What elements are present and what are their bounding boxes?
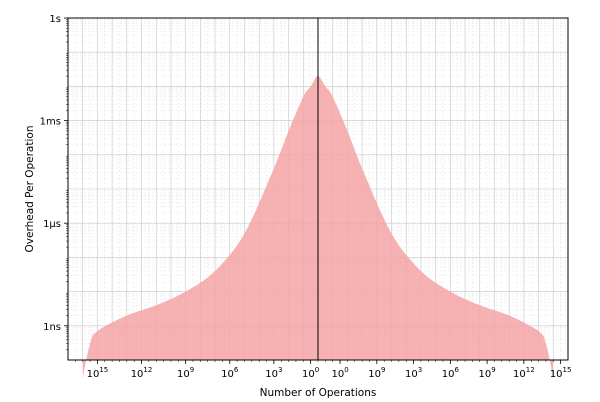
y-tick-label: 1µs: [43, 219, 61, 230]
x-tick-label: 103: [405, 366, 422, 380]
x-tick-label: 109: [177, 366, 194, 380]
x-tick-label: 109: [368, 366, 385, 380]
axis-ticks: 1015 1012 109 106 103 100 100 109 103 106 109 1012 1…: [40, 14, 572, 380]
x-tick-label: 100: [331, 366, 348, 380]
x-tick-label: 100: [302, 366, 319, 380]
y-tick-label: 1s: [49, 14, 61, 25]
x-tick-label: 1012: [513, 366, 535, 380]
x-tick-label: 109: [479, 366, 496, 380]
x-tick-label: 1015: [87, 366, 109, 380]
y-tick-label: 1ns: [43, 322, 61, 333]
x-tick-label: 106: [442, 366, 460, 380]
x-tick-label: 103: [265, 366, 282, 380]
x-tick-label: 1012: [131, 366, 153, 380]
x-axis-label: Number of Operations: [260, 387, 377, 399]
x-tick-label: 1015: [550, 366, 572, 380]
y-tick-label: 1ms: [40, 117, 61, 128]
y-axis-label: Overhead Per Operation: [24, 126, 36, 253]
x-tick-label: 106: [221, 366, 239, 380]
